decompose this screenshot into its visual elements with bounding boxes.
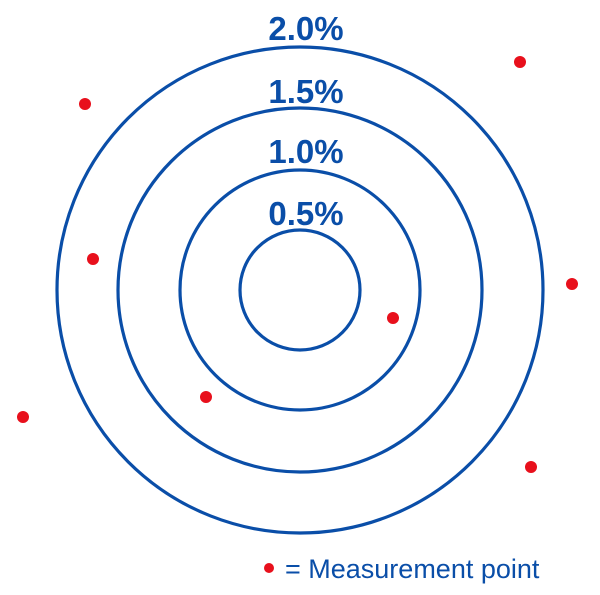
- legend-point-icon: [264, 563, 274, 573]
- ring-label-1-5: 1.5%: [268, 73, 343, 110]
- measurement-point: [566, 278, 578, 290]
- measurement-point: [79, 98, 91, 110]
- ring-1-5: [116, 106, 484, 474]
- ring-label-1-0: 1.0%: [268, 133, 343, 170]
- ring-2-0: [55, 45, 545, 535]
- measurement-point: [387, 312, 399, 324]
- ring-1-0: [178, 168, 422, 412]
- measurement-point: [514, 56, 526, 68]
- measurement-point: [17, 411, 29, 423]
- legend-label: = Measurement point: [285, 554, 540, 584]
- ring-0-5: [238, 228, 362, 352]
- measurement-point: [87, 253, 99, 265]
- measurement-point: [525, 461, 537, 473]
- ring-label-2-0: 2.0%: [268, 10, 343, 47]
- ring-label-0-5: 0.5%: [268, 195, 343, 232]
- measurement-point: [200, 391, 212, 403]
